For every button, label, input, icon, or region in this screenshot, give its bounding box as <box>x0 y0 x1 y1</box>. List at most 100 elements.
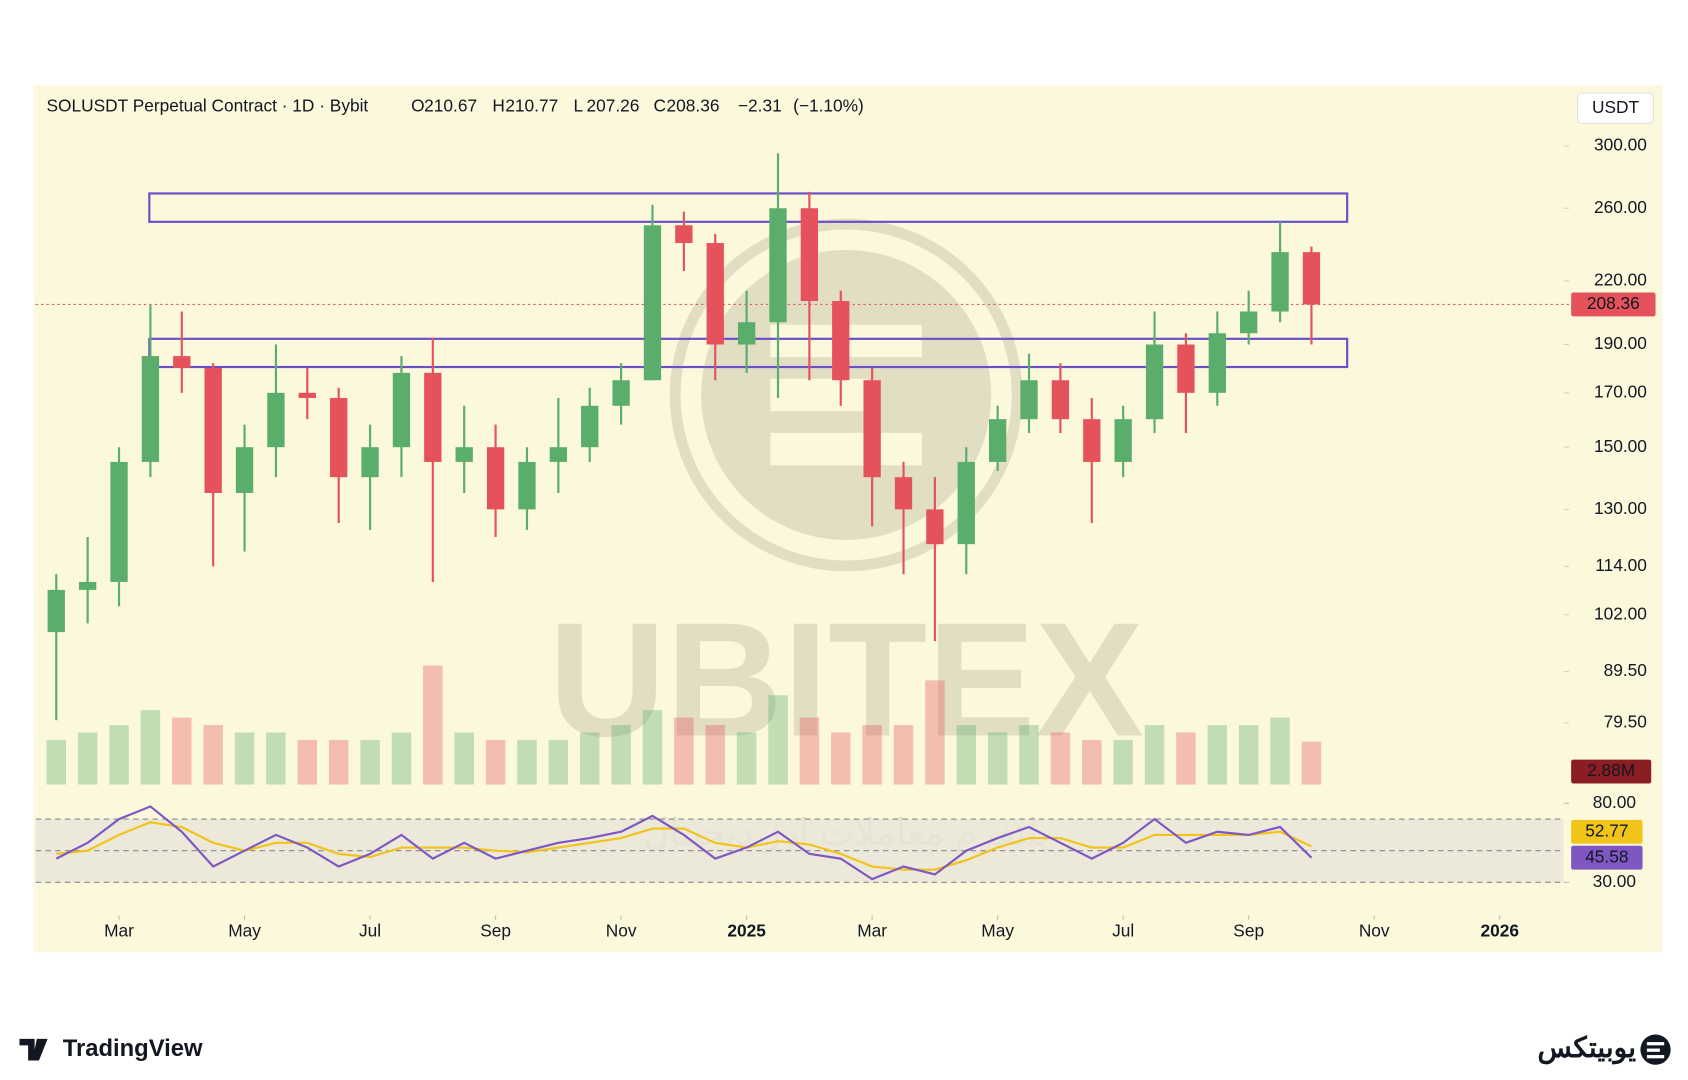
y-tick-label: 220.00 <box>1594 269 1647 289</box>
volume-bar <box>1238 725 1259 785</box>
ohlc-letter: O <box>411 96 424 116</box>
candle-body <box>110 461 128 582</box>
last-price-box <box>1571 292 1656 317</box>
volume-bar <box>1207 725 1228 785</box>
volume-bar <box>987 732 1008 785</box>
candle-body <box>863 380 881 478</box>
candle-body <box>737 322 756 345</box>
volume-bar <box>1082 739 1102 785</box>
volume-bar <box>1113 739 1133 785</box>
ohlc-value: 208.36 <box>667 96 720 116</box>
volume-bar <box>203 725 223 785</box>
rsi-value-box <box>1571 845 1643 870</box>
candle-body <box>581 405 599 448</box>
volume-bar <box>642 710 663 785</box>
x-tick-label: May <box>228 920 261 940</box>
currency: USDT <box>1592 97 1640 117</box>
ohlc-value: 210.77 <box>505 96 558 116</box>
volume-bar <box>705 725 725 785</box>
candle-body <box>643 225 662 381</box>
volume-bar <box>831 732 851 785</box>
volume-bar <box>485 739 506 785</box>
y-tick-label: 114.00 <box>1595 555 1647 575</box>
volume-bar <box>517 739 537 785</box>
watermark-ring <box>669 218 1023 572</box>
volume-bar <box>548 739 569 785</box>
candle-body <box>1051 380 1070 420</box>
candle-body <box>832 301 850 381</box>
y-tick-label: 89.50 <box>1604 660 1647 680</box>
volume-bar <box>1019 725 1039 785</box>
tradingview-logo: TradingView <box>19 1035 203 1062</box>
rsi-value-label: 52.77 <box>1585 820 1628 840</box>
candle-body <box>298 392 316 398</box>
volume-bar <box>893 725 914 785</box>
y-tick-label: 300.00 <box>1594 135 1647 155</box>
chart-panel <box>33 85 1663 953</box>
volume-bar <box>736 732 757 785</box>
volume-bar <box>172 717 192 785</box>
ohlc-value: 210.67 <box>424 96 477 116</box>
volume-bar <box>360 739 380 785</box>
volume-bar <box>234 732 255 785</box>
volume-bar <box>266 732 286 785</box>
volume-bar <box>328 739 349 785</box>
change: −2.31 <box>738 96 782 116</box>
marks <box>47 153 1349 881</box>
x-tick-label: Nov <box>1359 920 1390 940</box>
candle-body <box>706 243 724 345</box>
rsi-value-box <box>1571 819 1643 844</box>
volume-bar <box>862 725 882 785</box>
ohlc-letter: H <box>492 96 504 116</box>
candle-body <box>1240 311 1258 334</box>
zone <box>148 192 1349 223</box>
watermark-glyph <box>770 432 922 466</box>
candle-body <box>549 447 567 462</box>
candle-body <box>173 356 191 368</box>
candle-body <box>518 461 536 510</box>
x-tick-label: Nov <box>606 920 637 940</box>
x-tick-label: 2025 <box>727 920 766 940</box>
volume-bar <box>799 717 820 785</box>
watermark-glyph <box>770 378 868 412</box>
candle-body <box>957 461 975 545</box>
x-tick-label: May <box>981 920 1014 940</box>
volume-bar <box>1301 741 1322 785</box>
y-tick-label: 190.00 <box>1594 333 1647 353</box>
candle-body <box>204 367 222 493</box>
volume-bar <box>297 739 318 785</box>
ubitex-logo: یوبیتکس <box>1537 1032 1671 1065</box>
volume-bar <box>1270 717 1290 785</box>
candle-body <box>455 447 473 462</box>
logo-mark <box>19 1038 48 1061</box>
volume-bar <box>1144 725 1165 785</box>
volume-bar <box>77 732 98 785</box>
candle-body <box>424 372 442 462</box>
candle-body <box>675 225 693 244</box>
candle-body <box>800 208 819 302</box>
volume-bar <box>46 739 67 785</box>
footer-brand: TradingView <box>63 1035 203 1062</box>
ohlc-letter: L <box>573 96 583 116</box>
volume-bar <box>423 665 443 785</box>
underlay <box>35 145 1569 920</box>
x-tick-label: Jul <box>1112 920 1134 940</box>
logo-glyph <box>1646 1042 1665 1046</box>
candle-body <box>1208 333 1226 393</box>
candle-body <box>361 447 379 478</box>
candle-body <box>1020 380 1038 420</box>
watermark-disc <box>701 250 992 540</box>
x-tick-label: Sep <box>480 920 511 940</box>
rsi-line <box>55 805 1313 881</box>
watermark-brand: UBITEX <box>549 589 1144 770</box>
volume-label: 2.88M <box>1587 760 1635 780</box>
footer-brand-fa: یوبیتکس <box>1537 1032 1636 1065</box>
rsi-tick-label: 30.00 <box>1593 871 1636 891</box>
candle-body <box>612 380 630 406</box>
candle-body <box>267 392 285 448</box>
volume-bar <box>1176 732 1196 785</box>
ohlc-letter: C <box>654 96 667 116</box>
last-price-label: 208.36 <box>1587 293 1640 313</box>
candle-body <box>894 477 913 510</box>
